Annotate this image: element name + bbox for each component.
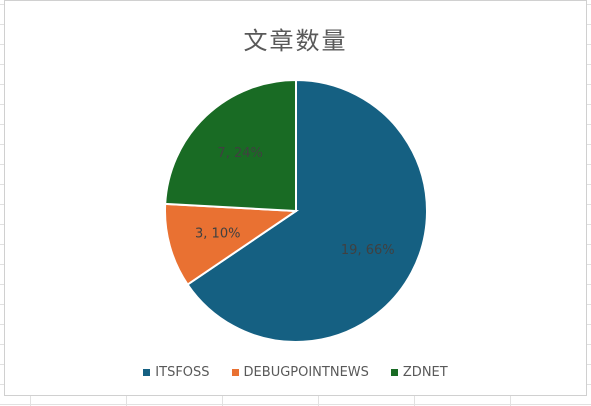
pie-slice-zdnet[interactable] [164,78,297,213]
legend-item-debugpointnews: DEBUGPOINTNEWS [231,365,369,380]
pie-chart: 19, 66% 3, 10% 7, 24% [164,78,428,343]
legend-label-debugpointnews: DEBUGPOINTNEWS [243,365,369,380]
legend-swatch-zdnet [390,369,398,376]
data-label-zdnet: 7, 24% [217,146,262,161]
legend-item-zdnet: ZDNET [390,365,448,380]
legend-label-itsfoss: ITSFOSS [155,365,210,380]
pie-slice-itsfoss[interactable] [186,78,428,343]
chart-legend: ITSFOSS DEBUGPOINTNEWS ZDNET [5,365,586,380]
data-label-itsfoss: 19, 66% [341,243,395,258]
legend-swatch-debugpointnews [231,369,239,376]
chart-title: 文章数量 [243,27,348,55]
legend-label-zdnet: ZDNET [402,365,448,380]
legend-swatch-itsfoss [143,369,151,376]
legend-item-itsfoss: ITSFOSS [143,365,210,380]
data-label-debugpointnews: 3, 10% [195,227,240,242]
pie-slice-debugpointnews[interactable] [164,202,300,286]
chart-area[interactable]: 文章数量 19, 66% 3, 10% 7, 24% ITSFOSS DEBUGPO… [4,0,587,396]
